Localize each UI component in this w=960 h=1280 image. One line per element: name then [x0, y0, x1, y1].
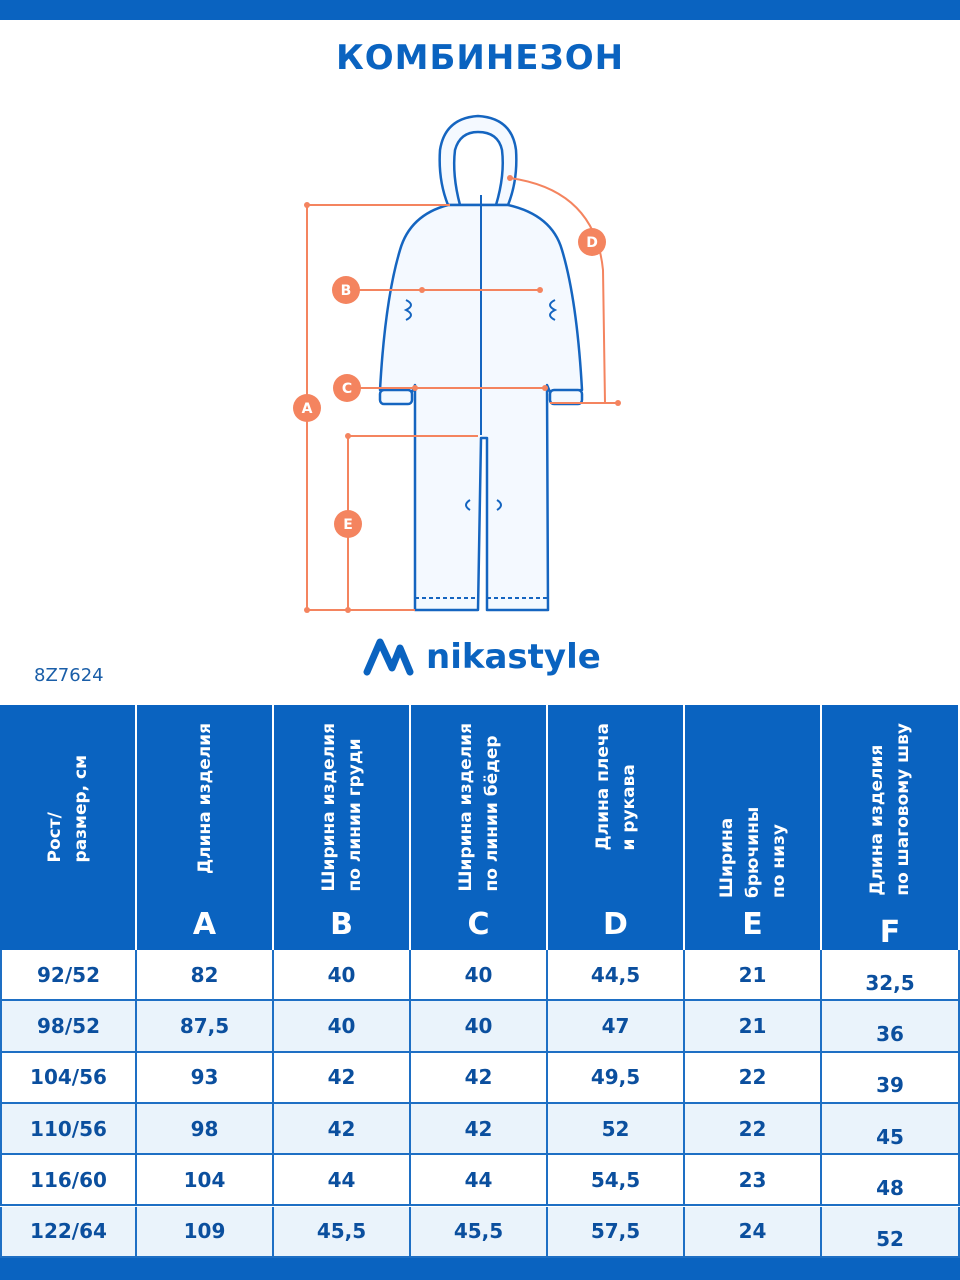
header-line: по низу: [768, 824, 789, 898]
header-letter: B: [330, 907, 353, 942]
table-cell: 21: [685, 1001, 822, 1053]
table-cell: 49,5: [548, 1052, 685, 1104]
header-line: Ширина изделия: [455, 723, 476, 892]
table-cell: 36: [822, 1001, 960, 1053]
table-cell: 104: [137, 1155, 274, 1207]
header-cell: Ширина изделия по линии бёдер C: [411, 705, 548, 950]
header-lines: Длина изделия по шаговому шву: [864, 723, 916, 896]
table-cell: 98: [137, 1103, 274, 1156]
header-letter: E: [742, 907, 763, 942]
table-cell: 45,5: [411, 1206, 548, 1258]
table-cell: 42: [274, 1052, 411, 1104]
header-letter: F: [879, 915, 901, 950]
table-cell: 92/52: [0, 950, 137, 1002]
article: 8Z7624: [34, 665, 104, 686]
header-line: Рост/: [44, 812, 65, 863]
header-cell: Длина плеча и рукава D: [548, 705, 685, 950]
table-cell: 52: [822, 1206, 960, 1258]
table-cell: 40: [411, 950, 548, 1002]
label-b: B: [341, 283, 352, 299]
table-cell: 116/60: [0, 1155, 137, 1207]
header-text: Длина изделия по шаговому шву: [822, 723, 958, 898]
header-letter: D: [603, 907, 628, 942]
table-cell: 23: [685, 1155, 822, 1207]
table-cell: 39: [822, 1052, 960, 1104]
table-cell: 22: [685, 1052, 822, 1104]
table-cell: 47: [548, 1001, 685, 1053]
header-lines: Рост/размер, см: [42, 755, 94, 862]
header-letter: C: [467, 907, 490, 942]
header-line: размер, см: [70, 755, 91, 863]
header-text: Ширина изделия по линии груди: [274, 723, 409, 898]
header-text: Длина плеча и рукава: [548, 723, 683, 898]
table-cell: 44: [411, 1155, 548, 1207]
table-cell: 110/56: [0, 1103, 137, 1156]
table-cell: 21: [685, 950, 822, 1002]
header-text: Ширина брючины по низу: [685, 723, 820, 898]
table-cell: 44,5: [548, 950, 685, 1002]
table-cell: 32,5: [822, 950, 960, 1002]
table-cell: 93: [137, 1052, 274, 1104]
table-cell: 48: [822, 1155, 960, 1207]
header-line: Ширина изделия: [318, 723, 339, 892]
header-letter: A: [192, 907, 217, 942]
table-cell: 122/64: [0, 1206, 137, 1258]
header-line: Ширина брючины: [716, 806, 763, 898]
table-cell: 104/56: [0, 1052, 137, 1104]
logo-icon: [363, 638, 414, 676]
table-cell: 45: [822, 1103, 960, 1156]
table-cell: 42: [274, 1103, 411, 1156]
header-line: по линии бёдер: [481, 735, 502, 892]
table-cell: 44: [274, 1155, 411, 1207]
header-cell: Ширина брючины по низу E: [685, 705, 822, 950]
header-line: Длина изделия: [194, 723, 215, 874]
header-lines: Ширина брючины по низу: [714, 723, 792, 898]
table-cell: 24: [685, 1206, 822, 1258]
size-table: Рост/размер, см Длина изделия A Ширина изде…: [0, 705, 960, 1258]
logo-text: nikastyle: [426, 637, 601, 677]
header-text: Ширина изделия по линии бёдер: [411, 723, 546, 898]
header-lines: Длина плеча и рукава: [590, 723, 642, 851]
title: КОМБИНЕЗОН: [335, 38, 625, 78]
table-cell: 98/52: [0, 1001, 137, 1053]
header-line: и рукава: [618, 764, 639, 851]
header-lines: Ширина изделия по линии бёдер: [453, 723, 505, 891]
header-text: Рост/размер, см: [0, 755, 135, 905]
label-e: E: [343, 517, 353, 533]
header-line: Длина плеча: [592, 723, 613, 851]
header-lines: Ширина изделия по линии груди: [316, 723, 368, 891]
header-line: по линии груди: [344, 738, 365, 892]
header-line: Длина изделия: [867, 744, 887, 896]
header-line: по шаговому шву: [893, 723, 913, 896]
table-cell: 42: [411, 1103, 548, 1156]
table-cell: 87,5: [137, 1001, 274, 1053]
label-a: A: [302, 401, 313, 417]
table-cell: 40: [274, 950, 411, 1002]
header-cell: Рост/размер, см: [0, 705, 137, 950]
header-cell: Длина изделия по шаговому шву F: [822, 705, 960, 950]
table-cell: 42: [411, 1052, 548, 1104]
bottom-bar: [0, 1258, 960, 1280]
top-bar: [0, 0, 960, 20]
diagram: A B C D E nikastyle: [293, 114, 621, 677]
label-c: C: [342, 381, 352, 397]
table-cell: 57,5: [548, 1206, 685, 1258]
table-cell: 82: [137, 950, 274, 1002]
table-cell: 52: [548, 1103, 685, 1156]
table-cell: 40: [274, 1001, 411, 1053]
header-lines: Длина изделия: [192, 723, 218, 874]
label-d: D: [586, 235, 598, 251]
table-cell: 22: [685, 1103, 822, 1156]
header-cell: Длина изделия A: [137, 705, 274, 950]
table-cell: 109: [137, 1206, 274, 1258]
table-cell: 45,5: [274, 1206, 411, 1258]
header-text: Длина изделия: [137, 723, 272, 898]
table-cell: 54,5: [548, 1155, 685, 1207]
table-cell: 40: [411, 1001, 548, 1053]
header-cell: Ширина изделия по линии груди B: [274, 705, 411, 950]
